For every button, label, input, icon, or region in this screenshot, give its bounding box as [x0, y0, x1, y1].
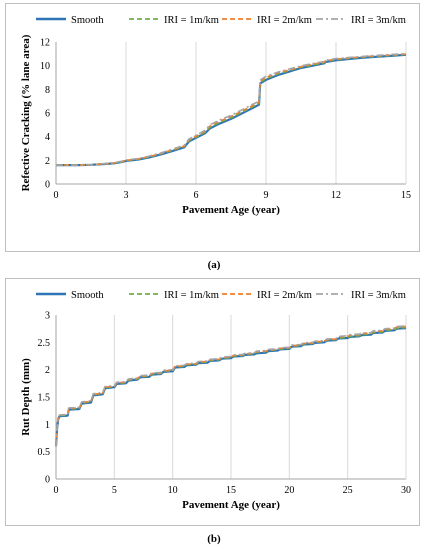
charta-x-axis-title: Pavement Age (year)	[182, 204, 280, 216]
charta-x-tick-label: 12	[331, 190, 341, 201]
chartb-y-tick-label: 0	[45, 475, 50, 486]
chartb-y-tick-label: 1	[45, 420, 50, 431]
charta-legend-item-3: IRI = 2m/km	[222, 15, 312, 26]
chartb-x-tick-label: 25	[343, 485, 353, 496]
chartb-x-tick-label: 10	[168, 485, 178, 496]
chartb-y-tick-label: 2	[45, 365, 50, 376]
charta-legend-label: IRI = 2m/km	[257, 15, 312, 26]
charta-legend-label: IRI = 3m/km	[351, 15, 406, 26]
chartb-y-axis-title: Rut Depth (mm)	[20, 358, 32, 436]
chartb-x-tick-label: 15	[226, 485, 236, 496]
charta-y-tick-label: 4	[45, 132, 50, 143]
caption-b: (b)	[0, 533, 428, 545]
charta-series-line-2	[56, 53, 407, 166]
chartb-y-tick-label: 1.5	[38, 393, 51, 404]
charta-legend-label: IRI = 1m/km	[164, 15, 219, 26]
charta-x-tick-label: 3	[124, 190, 129, 201]
chart-panel-a: 0 3 6 9 12 15 0 2 4 6 8 10 12 Pavement Age (year) Refe…	[5, 3, 420, 252]
charta-legend-label: Smooth	[71, 15, 104, 26]
charta-y-axis-title: Refective Cracking (% lane area)	[20, 34, 32, 191]
charta-x-tick-label: 9	[264, 190, 269, 201]
charta-x-tick-label: 15	[401, 190, 411, 201]
charta-series-line-1	[56, 53, 407, 167]
charta-legend-item-4: IRI = 3m/km	[316, 15, 406, 26]
charta-y-tick-label: 6	[45, 109, 50, 120]
chartb-legend-label: IRI = 3m/km	[351, 290, 406, 301]
chartb-x-axis-title: Pavement Age (year)	[182, 499, 280, 511]
caption-b-label: (b)	[207, 533, 221, 545]
chartb-y-tick-label: 2.5	[38, 338, 51, 349]
chartb-x-tick-label: 5	[112, 485, 117, 496]
charta-series-line-3	[56, 53, 407, 166]
chartb-legend-item-1: Smooth	[36, 290, 104, 301]
charta-x-tick-label: 0	[54, 190, 59, 201]
caption-a: (a)	[0, 259, 428, 271]
charta-series-line-4	[56, 52, 407, 166]
chartb-legend-label: Smooth	[71, 290, 104, 301]
charta-y-tick-label: 8	[45, 85, 50, 96]
chartb-legend-item-2: IRI = 1m/km	[129, 290, 219, 301]
chartb-legend-item-3: IRI = 2m/km	[222, 290, 312, 301]
chartb-series-line-4	[55, 325, 407, 447]
charta-x-tick-label: 6	[194, 190, 199, 201]
charta-y-tick-label: 0	[45, 180, 50, 191]
chartb-legend-item-4: IRI = 3m/km	[316, 290, 406, 301]
chartb-y-tick-label: 3	[45, 311, 50, 322]
chartb-x-tick-label: 0	[54, 485, 59, 496]
chartb-x-tick-label: 30	[401, 485, 411, 496]
caption-a-label: (a)	[207, 259, 221, 271]
charta-legend-item-1: Smooth	[36, 15, 104, 26]
chart-b-svg: 0 5 10 15 20 25 30 0 0.5 1 1.5 2 2.5 3 Pavement Age (y…	[20, 290, 411, 511]
charta-y-tick-label: 10	[40, 61, 50, 72]
charta-y-tick-label: 2	[45, 156, 50, 167]
charta-y-tick-label: 12	[40, 38, 50, 49]
chart-panel-b: 0 5 10 15 20 25 30 0 0.5 1 1.5 2 2.5 3 Pavement Age (y…	[5, 278, 420, 526]
chart-a-svg: 0 3 6 9 12 15 0 2 4 6 8 10 12 Pavement Age (year) Refe…	[20, 15, 411, 216]
chartb-x-tick-label: 20	[284, 485, 294, 496]
chartb-legend-label: IRI = 1m/km	[164, 290, 219, 301]
chartb-legend-label: IRI = 2m/km	[257, 290, 312, 301]
chartb-y-tick-label: 0.5	[38, 447, 51, 458]
charta-legend-item-2: IRI = 1m/km	[129, 15, 219, 26]
